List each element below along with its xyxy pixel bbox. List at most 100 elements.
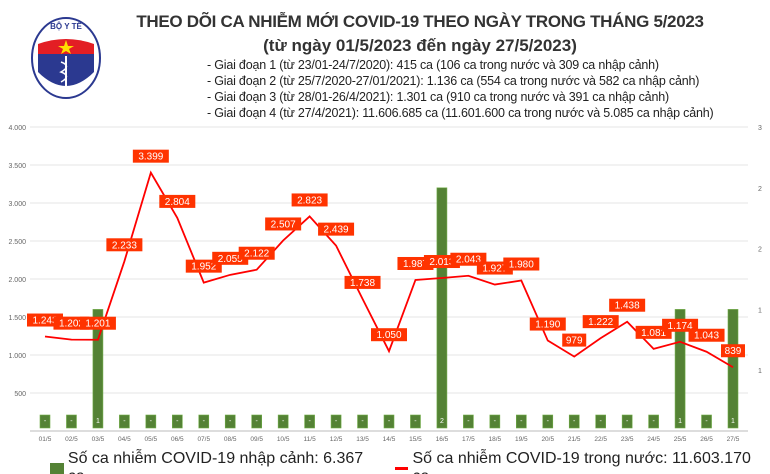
bar-label: - [335,418,338,425]
phase-4-text: - Giai đoạn 4 (từ 27/4/2021): 11.606.685… [207,106,714,120]
x-axis-tick: 24/5 [647,436,660,443]
bar-label: - [573,418,576,425]
x-axis-tick: 14/5 [383,436,396,443]
bar-label: 1 [731,418,735,425]
data-label-box [344,275,381,289]
data-label: 1.190 [535,320,560,331]
bar-label: - [256,418,259,425]
imported-bar [463,414,474,429]
bar-label: 2 [440,418,444,425]
right-axis-tick: 2 [758,186,762,193]
data-label: 2.122 [244,249,269,260]
data-label: 3.399 [138,152,163,163]
left-axis-tick: 3.000 [8,201,26,208]
bar-label: 1 [96,418,100,425]
data-label: 2.013 [429,257,454,268]
x-axis-tick: 02/5 [65,436,78,443]
x-axis-tick: 12/5 [330,436,343,443]
left-axis-tick: 2.500 [8,239,26,246]
imported-bar [436,187,448,429]
data-label: 1.987 [403,259,428,270]
imported-bar [330,414,342,429]
data-label-box [79,316,116,330]
chart-subtitle: (từ ngày 01/5/2023 đến ngày 27/5/2023) [263,36,577,55]
legend-line-swatch [394,466,409,470]
data-label-box [688,328,725,342]
data-label-box [291,193,328,207]
data-label: 2.055 [218,254,243,265]
left-axis-tick: 2.000 [8,277,26,284]
imported-bar [198,414,210,429]
chart-title: THEO DÕI CA NHIỄM MỚI COVID-19 THEO NGÀY… [136,12,704,31]
bar-label: - [123,418,126,425]
x-axis-tick: 27/5 [727,436,740,443]
x-axis-tick: 19/5 [515,436,528,443]
x-axis-tick: 10/5 [277,436,290,443]
bar-label: - [467,418,470,425]
legend-imported-cases: Số ca nhiễm COVID-19 nhập cảnh: 6.367 ca [67,450,364,474]
data-label-box [318,222,355,236]
imported-bar [595,414,606,429]
x-axis-tick: 25/5 [674,436,687,443]
data-label: 2.233 [112,240,137,251]
data-label: 2.804 [165,197,190,208]
x-axis-tick: 21/5 [568,436,581,443]
imported-bar [727,309,739,429]
data-label-box [265,217,302,231]
data-label-box [238,246,275,260]
data-label: 1.081 [641,328,666,339]
data-label: 1.952 [191,262,216,273]
left-axis-tick: 1.500 [8,315,26,322]
svg-text:BỘ Y TẾ: BỘ Y TẾ [50,21,82,31]
bar-label: - [705,418,708,425]
data-label-box [529,317,566,331]
imported-bar [39,414,51,429]
data-label-box [106,238,143,252]
bar-label: - [308,418,311,425]
data-label: 2.507 [271,219,296,230]
bar-label: - [520,418,523,425]
x-axis-tick: 03/5 [92,436,105,443]
data-label-box [662,318,699,332]
x-axis-tick: 18/5 [489,436,502,443]
x-axis-tick: 11/5 [304,436,317,443]
imported-bar [621,414,633,429]
bar-label: - [600,418,603,425]
imported-bar [92,309,104,429]
data-label: 1.202 [59,319,84,330]
bar-label: - [361,418,364,425]
bar-label: - [547,418,550,425]
imported-bar [542,414,554,429]
bar-label: - [70,418,73,425]
data-label: 2.043 [456,255,481,266]
imported-bar [410,414,421,429]
data-label: 1.043 [694,331,719,342]
x-axis-tick: 01/5 [39,436,52,443]
x-axis-tick: 17/5 [462,436,475,443]
data-label: 2.823 [297,195,322,206]
phase-1-text: - Giai đoạn 1 (từ 23/01-24/7/2020): 415 … [207,58,659,72]
data-label: 839 [725,346,742,357]
left-axis-tick: 4.000 [8,125,26,132]
x-axis-tick: 23/5 [621,436,634,443]
imported-bar [277,414,289,429]
imported-bar [648,414,659,429]
data-label: 1.927 [482,264,507,275]
x-axis-tick: 16/5 [436,436,449,443]
data-label-box [721,344,745,358]
x-axis-tick: 08/5 [224,436,237,443]
bar-label: - [229,418,232,425]
data-label-box [582,315,619,329]
x-axis-tick: 20/5 [541,436,554,443]
bar-label: - [494,418,497,425]
x-axis-tick: 26/5 [700,436,713,443]
data-label-box [609,298,646,312]
x-axis-tick: 06/5 [171,436,184,443]
bar-label: - [282,418,285,425]
imported-bar [489,414,501,429]
x-axis-tick: 22/5 [594,436,607,443]
imported-bar [568,414,580,429]
bar-label: - [176,418,179,425]
